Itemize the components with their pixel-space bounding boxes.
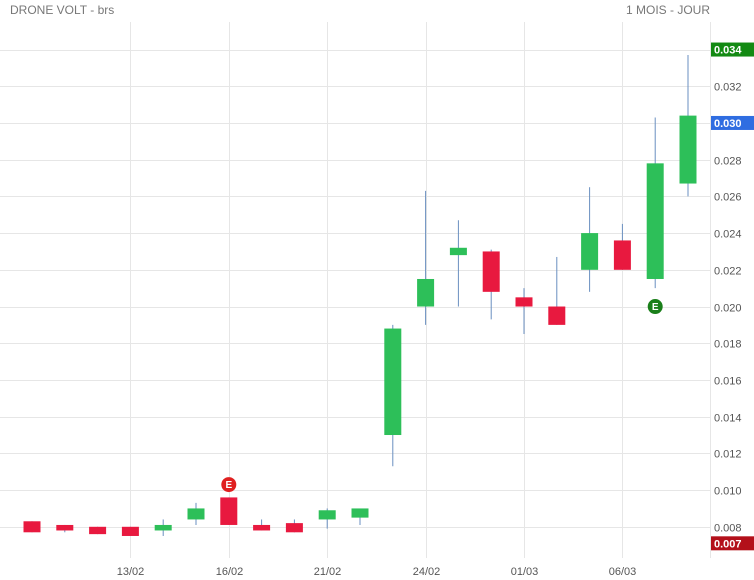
y-tick-label: 0.026 — [714, 192, 742, 204]
x-tick-label: 21/02 — [314, 566, 342, 578]
candle-body-down — [253, 524, 271, 531]
candle — [679, 55, 697, 197]
x-tick-label: 24/02 — [413, 566, 441, 578]
candle — [417, 190, 435, 325]
candle — [318, 508, 336, 529]
candle-body-down — [56, 524, 74, 531]
candle — [384, 324, 402, 467]
price-badge-bg — [711, 42, 754, 57]
candle — [220, 497, 238, 525]
event-marker: E — [647, 299, 663, 315]
candle-body-down — [220, 497, 238, 525]
event-marker-label: E — [225, 480, 232, 491]
candle — [253, 519, 271, 531]
candle — [187, 502, 205, 525]
candle-body-down — [613, 240, 631, 270]
candle-body-up — [581, 233, 599, 270]
price-badge-label: 0.030 — [714, 118, 742, 130]
price-badge-low: 0.007 — [711, 536, 754, 551]
x-tick-label: 13/02 — [117, 566, 145, 578]
candle-body-down — [548, 306, 566, 325]
price-badge-bg — [711, 115, 754, 130]
price-badge-high: 0.034 — [711, 42, 754, 57]
candle — [482, 249, 500, 320]
candle — [548, 256, 566, 325]
x-tick-label: 06/03 — [609, 566, 637, 578]
y-tick-label: 0.014 — [714, 413, 742, 425]
event-marker-circle — [647, 299, 663, 315]
y-tick-label: 0.022 — [714, 266, 742, 278]
candle-body-down — [515, 297, 533, 307]
candle-body-up — [154, 524, 172, 531]
x-tick-label: 16/02 — [216, 566, 244, 578]
event-marker: E — [221, 477, 237, 493]
y-tick-label: 0.012 — [714, 449, 742, 461]
candle-body-up — [646, 163, 664, 279]
candle — [154, 519, 172, 536]
y-tick-label: 0.018 — [714, 339, 742, 351]
grid — [0, 22, 711, 558]
y-tick-label: 0.028 — [714, 156, 742, 168]
candle-body-down — [482, 251, 500, 292]
event-markers: EE — [221, 299, 663, 493]
candle-body-down — [23, 521, 41, 533]
candle — [89, 526, 107, 535]
candle-body-up — [679, 115, 697, 184]
candle-body-down — [285, 523, 303, 533]
price-badge-last: 0.030 — [711, 115, 754, 130]
y-tick-label: 0.010 — [714, 486, 742, 498]
event-marker-circle — [221, 477, 237, 493]
candle-body-up — [351, 508, 369, 518]
candle — [515, 288, 533, 335]
price-badges: 0.034 0.030 0.007 — [711, 42, 754, 551]
x-tick-label: 01/03 — [511, 566, 539, 578]
event-marker-label: E — [652, 302, 659, 313]
candle — [351, 508, 369, 525]
candle-body-up — [417, 278, 435, 307]
candle — [285, 519, 303, 533]
chart-title: DRONE VOLT - brs — [10, 3, 115, 17]
price-badge-label: 0.034 — [714, 45, 742, 57]
candle-body-up — [449, 247, 467, 256]
candle-body-up — [318, 510, 336, 520]
price-badge-label: 0.007 — [714, 538, 742, 550]
y-tick-label: 0.032 — [714, 82, 742, 94]
candles — [23, 55, 697, 536]
y-tick-label: 0.020 — [714, 303, 742, 315]
candle — [613, 223, 631, 270]
candle — [581, 187, 599, 292]
candle-body-up — [384, 328, 402, 436]
candle-body-down — [89, 526, 107, 535]
y-tick-label: 0.024 — [714, 229, 742, 241]
candle — [646, 117, 664, 289]
period-label[interactable]: 1 MOIS - JOUR — [625, 3, 710, 17]
price-badge-bg — [711, 536, 754, 551]
candle — [449, 220, 467, 307]
candle-body-down — [121, 526, 139, 536]
candle — [56, 524, 74, 533]
candle — [121, 526, 139, 536]
candle-body-up — [187, 508, 205, 520]
y-tick-label: 0.016 — [714, 376, 742, 388]
y-tick-label: 0.008 — [714, 523, 742, 535]
candle — [23, 521, 41, 533]
x-axis-ticks: 13/02 16/02 21/02 24/02 01/03 06/03 — [117, 566, 637, 578]
